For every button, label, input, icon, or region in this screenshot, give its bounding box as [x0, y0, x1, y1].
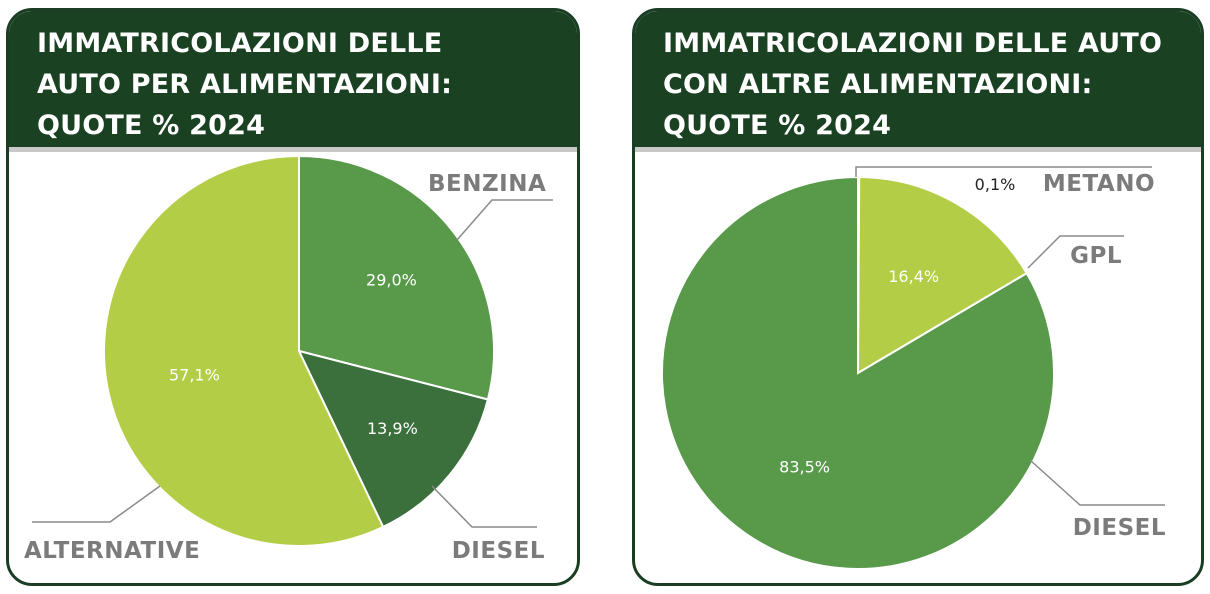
- chart-title-line: CON ALTRE ALIMENTAZIONI:: [663, 69, 1093, 100]
- slice-value-label: 83,5%: [779, 458, 830, 477]
- pie-slice: [103, 154, 385, 547]
- chart-title-line: QUOTE % 2024: [37, 110, 266, 141]
- category-label: BENZINA: [428, 171, 546, 197]
- slice-value-label: 57,1%: [169, 366, 220, 385]
- slice-value-label: 0,1%: [975, 175, 1016, 194]
- chart-title-line: IMMATRICOLAZIONI DELLE AUTO: [663, 28, 1163, 59]
- pie-slice: [661, 175, 1056, 570]
- leader-line: [32, 485, 161, 523]
- chart-title-line: AUTO PER ALIMENTAZIONI:: [37, 69, 453, 100]
- panel-header: IMMATRICOLAZIONI DELLE AUTO PER ALIMENTA…: [9, 11, 577, 147]
- category-label: DIESEL: [1073, 515, 1166, 541]
- leader-line: [1027, 235, 1124, 269]
- slice-value-label: 16,4%: [888, 267, 939, 286]
- chart-title: IMMATRICOLAZIONI DELLE AUTO PER ALIMENTA…: [37, 23, 452, 146]
- category-label: DIESEL: [452, 538, 545, 564]
- header-divider: [9, 147, 577, 152]
- panel-header: IMMATRICOLAZIONI DELLE AUTO CON ALTRE AL…: [635, 11, 1201, 147]
- chart-title-line: QUOTE % 2024: [663, 110, 892, 141]
- slice-value-label: 29,0%: [366, 270, 417, 289]
- chart-title-line: IMMATRICOLAZIONI DELLE: [37, 28, 443, 59]
- leader-line: [431, 485, 537, 528]
- category-label: GPL: [1070, 243, 1122, 269]
- leader-line: [855, 166, 1152, 177]
- chart-title: IMMATRICOLAZIONI DELLE AUTO CON ALTRE AL…: [663, 23, 1162, 146]
- header-divider: [635, 147, 1201, 152]
- leader-line: [456, 199, 553, 241]
- category-label: ALTERNATIVE: [24, 538, 200, 564]
- category-label: METANO: [1043, 171, 1155, 197]
- pie-slice: [298, 154, 495, 401]
- leader-line: [1029, 459, 1165, 506]
- slice-value-label: 13,9%: [367, 419, 418, 438]
- pie-slice: [856, 175, 1029, 375]
- pie-slice: [297, 349, 490, 529]
